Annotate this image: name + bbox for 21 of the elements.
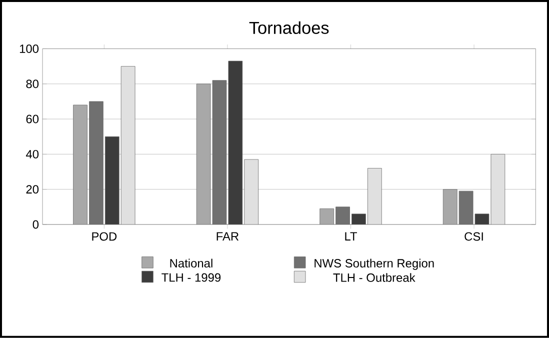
x-tick-label: POD [92, 232, 117, 241]
x-tick-label: CSI [464, 232, 483, 241]
bar [244, 159, 259, 225]
legend-label: NWS Southern Region [314, 258, 434, 270]
legend-label: TLH - 1999 [162, 273, 221, 282]
y-tick-label: 80 [26, 80, 39, 88]
y-tick-label: 0 [32, 220, 39, 229]
y-tick-label: 20 [26, 185, 39, 194]
x-tick-label: FAR [216, 232, 239, 241]
bar [228, 60, 243, 225]
y-tick-label: 100 [20, 44, 39, 54]
y-tick-label: 40 [26, 150, 39, 158]
chart-title: Tornadoes [249, 21, 329, 34]
bar [367, 168, 382, 225]
bar [120, 66, 136, 225]
x-tick-label: LT [345, 232, 357, 241]
bar [490, 154, 506, 225]
bar [104, 136, 120, 225]
legend-label: National [170, 258, 212, 268]
legend-label: TLH - Outbreak [333, 273, 416, 282]
y-tick-label: 60 [26, 114, 39, 124]
